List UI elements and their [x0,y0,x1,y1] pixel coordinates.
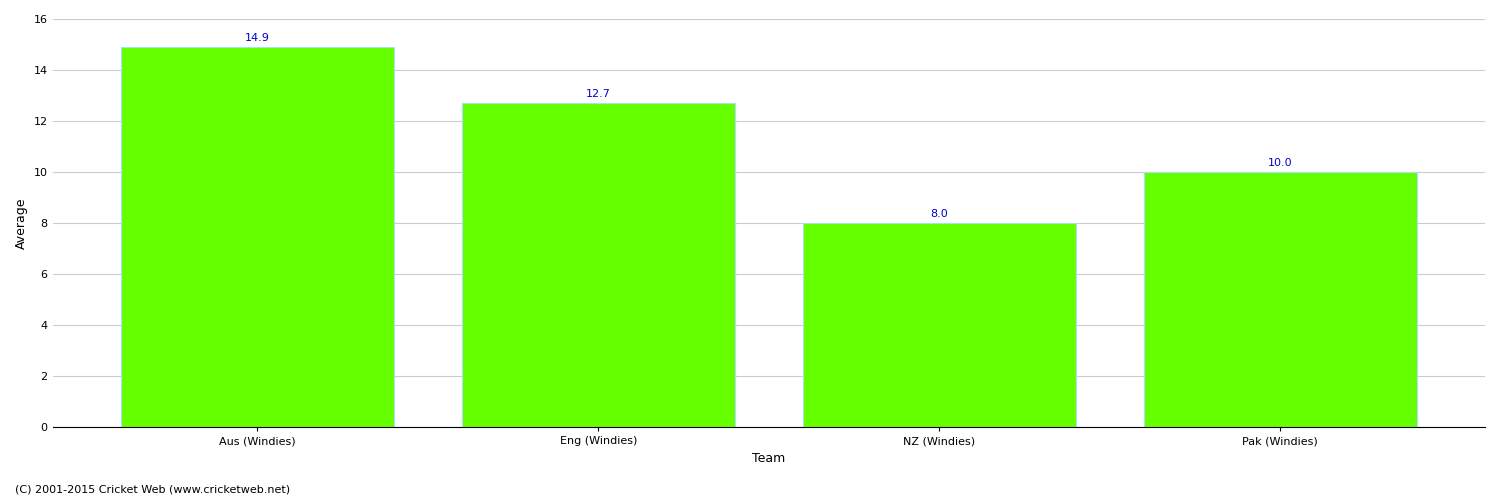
Text: 12.7: 12.7 [586,90,610,100]
Text: 8.0: 8.0 [930,210,948,220]
Bar [1144,172,1418,428]
Text: 10.0: 10.0 [1268,158,1293,168]
Bar [462,103,735,428]
Bar [122,47,393,428]
Text: 14.9: 14.9 [244,33,270,43]
Text: (C) 2001-2015 Cricket Web (www.cricketweb.net): (C) 2001-2015 Cricket Web (www.cricketwe… [15,485,290,495]
Y-axis label: Average: Average [15,198,28,249]
Bar [802,223,1076,428]
X-axis label: Team: Team [752,452,786,465]
